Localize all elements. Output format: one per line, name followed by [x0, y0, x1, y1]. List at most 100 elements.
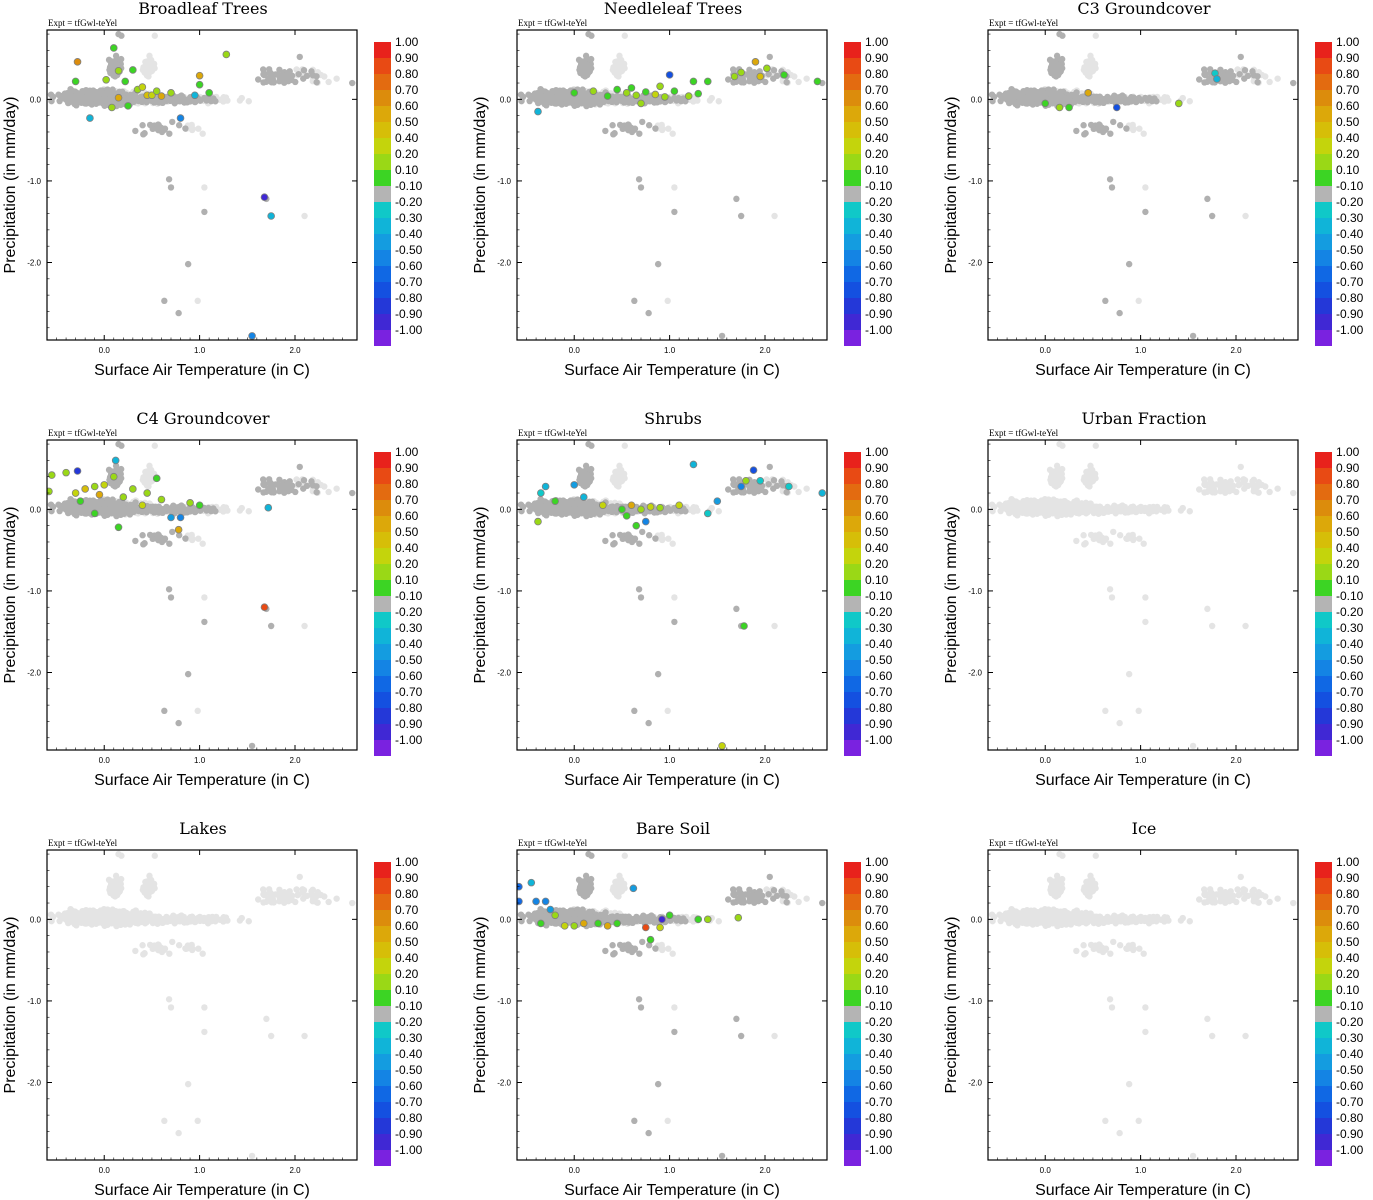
data-point	[118, 442, 125, 449]
data-point	[671, 208, 678, 216]
highlight-point	[167, 513, 175, 522]
highlight-point	[1174, 99, 1183, 108]
data-point	[770, 75, 777, 82]
data-point	[1099, 128, 1107, 136]
highlight-point	[86, 114, 94, 122]
highlight-point	[129, 485, 137, 493]
colorbar-label: -0.30	[395, 621, 423, 635]
x-tick-label: 1.0	[194, 346, 206, 355]
highlight-point	[694, 89, 703, 98]
data-point	[210, 506, 217, 513]
data-point	[201, 208, 208, 216]
background-point	[665, 125, 672, 132]
highlight-point	[641, 88, 650, 96]
background-point	[669, 130, 676, 137]
data-point	[1131, 97, 1139, 104]
data-point	[176, 94, 184, 102]
colorbar-segment	[374, 90, 391, 106]
highlight-point	[534, 107, 542, 116]
colorbar-label: 0.70	[865, 83, 889, 97]
y-tick-label: -1.0	[27, 177, 41, 186]
data-point	[1087, 121, 1095, 129]
data-point	[1254, 79, 1261, 86]
colorbar-label: -0.60	[1336, 259, 1364, 273]
highlight-point	[114, 523, 123, 532]
colorbar-label: -0.90	[395, 307, 423, 321]
data-point	[79, 508, 86, 516]
background-point	[199, 540, 206, 547]
colorbar: 1.000.900.800.700.600.500.400.200.10-0.1…	[1315, 35, 1364, 346]
colorbar-segment	[844, 106, 861, 122]
data-point	[169, 118, 176, 126]
data-point	[580, 58, 588, 65]
data-point	[1142, 208, 1149, 216]
x-tick-label: 1.0	[194, 756, 206, 765]
data-point	[1151, 96, 1158, 103]
colorbar-segment	[374, 58, 391, 74]
data-point	[582, 52, 590, 60]
data-point	[549, 98, 556, 106]
data-point	[519, 503, 527, 511]
data-point	[584, 66, 592, 73]
data-point	[300, 66, 308, 74]
data-point	[100, 506, 108, 514]
data-point	[203, 97, 210, 104]
data-point	[570, 96, 578, 104]
colorbar-label: 0.60	[865, 99, 889, 113]
colorbar-segment	[844, 122, 861, 138]
data-point	[588, 32, 595, 39]
colorbar-label: 0.80	[1336, 67, 1360, 81]
colorbar-label: -0.70	[1336, 275, 1364, 289]
highlight-point	[90, 482, 99, 491]
colorbar-label: 0.10	[395, 573, 419, 587]
highlight-point	[1055, 103, 1064, 112]
highlight-point	[174, 525, 183, 534]
highlight-point	[71, 489, 80, 497]
data-point	[577, 69, 584, 77]
x-tick-label: 2.0	[289, 756, 301, 765]
background-point	[236, 97, 244, 104]
data-point	[72, 502, 80, 509]
data-point	[65, 90, 72, 97]
background-point	[671, 594, 678, 601]
data-point	[308, 68, 315, 75]
colorbar-segment	[374, 484, 391, 500]
highlight-point	[157, 495, 166, 504]
colorbar-label: -0.80	[395, 291, 423, 305]
colorbar-segment	[374, 676, 391, 692]
data-point	[269, 485, 277, 493]
data-point	[1236, 70, 1243, 78]
colorbar-label: -0.60	[395, 259, 423, 273]
data-point	[1073, 127, 1080, 135]
colorbar-segment	[1315, 234, 1332, 250]
data-point	[1048, 69, 1055, 77]
data-point	[176, 504, 184, 512]
highlight-point	[1065, 103, 1073, 112]
data-point	[139, 532, 146, 539]
data-point	[1107, 130, 1114, 137]
colorbar-segment	[1315, 250, 1332, 266]
data-point	[1080, 122, 1087, 129]
data-point	[1125, 260, 1133, 268]
data-point	[285, 487, 292, 495]
colorbar-label: 0.90	[395, 51, 419, 65]
data-point	[254, 486, 262, 493]
data-point	[1249, 68, 1256, 75]
plot-frame	[987, 29, 1299, 341]
colorbar-segment	[844, 202, 861, 218]
highlight-point	[570, 89, 579, 97]
data-point	[558, 90, 566, 97]
colorbar-segment	[374, 596, 391, 612]
colorbar-segment	[374, 692, 391, 708]
scatter-points	[47, 440, 356, 750]
data-point	[1029, 90, 1037, 97]
data-point	[295, 70, 302, 78]
plot-frame	[46, 29, 358, 341]
colorbar-segment	[374, 708, 391, 724]
colorbar: 1.000.900.800.700.600.500.400.200.10-0.1…	[374, 35, 423, 346]
colorbar-segment	[1315, 122, 1332, 138]
background-point	[144, 468, 151, 475]
data-point	[83, 88, 90, 95]
